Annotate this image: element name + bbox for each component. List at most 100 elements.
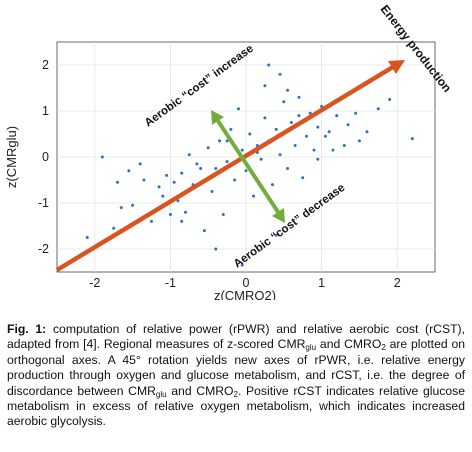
data-point [316,157,320,161]
x-ticks: -2 -1 0 1 2 [89,276,400,290]
data-point [357,139,361,143]
data-points [85,63,414,267]
data-point [259,157,263,161]
data-point [301,176,305,180]
energy-arrow [55,65,395,272]
y-ticks: -2 -1 0 1 2 [38,58,49,256]
data-point [115,180,119,184]
data-point [312,148,316,152]
caption-text-3: are plotted on orthogonal axes. A 45° ro… [7,337,465,398]
data-point [335,114,339,118]
y-tick-label: 0 [42,150,49,164]
figure-caption: Fig. 1: computation of relative power (r… [7,322,465,430]
data-point [229,127,233,131]
data-point [199,167,203,170]
data-point [346,123,350,127]
data-point [165,173,169,177]
data-point [289,121,293,124]
data-point [195,162,199,166]
data-point [119,206,123,210]
cost-arrow-head-down [272,208,285,223]
x-tick-label: 1 [318,276,325,290]
x-tick-label: 0 [243,276,250,290]
data-point [236,107,240,111]
data-point [327,130,331,134]
data-point [218,139,222,143]
data-point [240,148,244,152]
data-point [150,219,153,223]
y-axis-label: z(CMRglu) [4,126,19,188]
x-axis-label: z(CMRO2) [214,288,276,300]
data-point [138,162,142,166]
data-point [168,213,172,216]
data-point [184,210,188,214]
data-point [206,146,210,150]
data-point [210,190,214,193]
data-point [252,194,256,198]
data-point [225,160,229,164]
data-point [172,180,176,184]
data-point [221,213,225,216]
data-point [274,233,278,237]
data-point [323,134,327,138]
data-point [142,178,146,182]
data-point [286,88,290,92]
y-tick-label: 1 [42,104,49,118]
data-point [282,100,286,104]
data-point [297,95,301,99]
data-point [202,229,206,233]
data-point [304,134,308,138]
data-point [214,167,218,170]
data-point [180,219,184,223]
data-point [161,194,165,198]
y-tick-label: -1 [38,196,49,210]
x-tick-label: -2 [89,276,100,290]
data-point [278,72,282,76]
y-tick-label: -2 [38,242,49,256]
data-point [180,171,184,175]
data-point [100,155,104,159]
caption-sub-2-1: 2 [381,343,386,353]
caption-sub-2-2: 2 [233,389,238,399]
data-point [131,203,135,207]
caption-text-1: computation of relative power (rPWR) and… [7,322,465,352]
data-point [240,263,244,267]
energy-arrow-head [388,60,405,74]
data-point [286,167,290,170]
data-point [267,63,271,67]
data-point [297,114,301,118]
caption-prefix: Fig. 1: [7,322,47,336]
data-point [85,236,89,239]
data-point [274,127,278,131]
data-point [263,116,267,120]
data-point [331,148,335,152]
data-point [270,183,274,187]
x-tick-label: 2 [394,276,401,290]
data-point [376,107,380,111]
data-point [388,98,392,101]
cost-arrow-head-up [211,110,224,125]
data-point [225,139,229,143]
data-point [342,144,346,147]
data-point [354,111,358,115]
caption-text-2: and CMRO [316,337,382,352]
data-point [248,132,252,136]
data-point [263,84,267,88]
caption-sub-glu-1: glu [305,343,317,353]
cost-arrow [216,119,280,214]
caption-text-5: . Positive rCST indicates relative gluco… [7,383,466,429]
data-point [410,137,414,141]
grid-lines [57,42,435,272]
caption-text-4: and CMRO [166,383,234,398]
data-point [278,153,282,157]
data-point [157,185,161,189]
data-point [233,178,237,182]
data-point [127,169,131,173]
data-point [187,153,191,157]
data-point [316,125,320,129]
data-point [293,144,297,147]
y-tick-label: 2 [42,58,49,72]
data-point [112,226,116,230]
data-point [365,130,369,134]
